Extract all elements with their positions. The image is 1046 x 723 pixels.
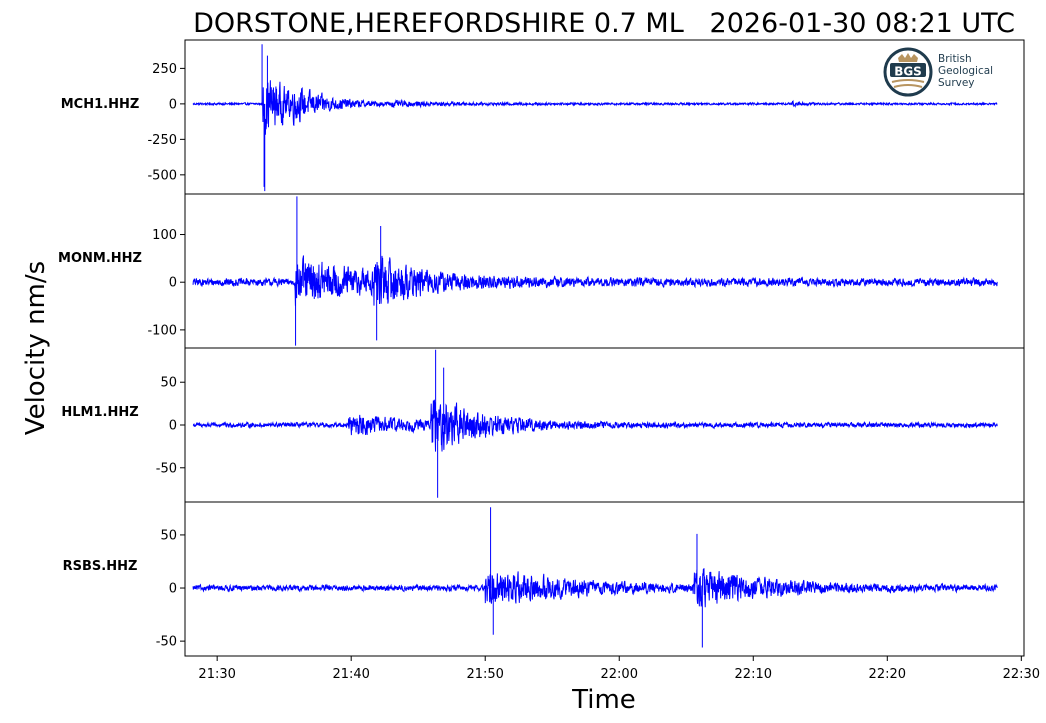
station-label: MCH1.HHZ — [61, 97, 140, 112]
x-tick-label: 22:30 — [1003, 667, 1040, 682]
y-tick-label: -50 — [156, 635, 177, 650]
waveform-rsbs-hhz — [192, 507, 998, 648]
x-tick-label: 21:40 — [332, 667, 369, 682]
y-tick-label: 250 — [152, 62, 177, 77]
waveform-monm-hhz — [192, 196, 998, 346]
x-tick-label: 21:30 — [198, 667, 235, 682]
station-label: MONM.HHZ — [58, 251, 142, 266]
y-tick-label: 50 — [160, 528, 177, 543]
station-label: HLM1.HHZ — [61, 405, 138, 420]
y-tick-label: 50 — [160, 376, 177, 391]
logo-word-british: British — [938, 53, 972, 65]
station-label: RSBS.HHZ — [63, 559, 138, 574]
panel-mch1-hhz: 250 0 -250 -500 MCH1.HHZ — [61, 39, 1025, 195]
x-tick-label: 22:20 — [869, 667, 906, 682]
x-axis: 21:30 21:40 21:50 22:00 22:10 22:20 22:30 — [198, 656, 1040, 682]
y-tick-label: -100 — [147, 323, 177, 338]
x-tick-label: 21:50 — [466, 667, 503, 682]
panel-rsbs-hhz: 50 0 -50 RSBS.HHZ — [63, 501, 1025, 657]
chart-title: DORSTONE,HEREFORDSHIRE 0.7 ML 2026-01-30… — [193, 8, 1015, 39]
y-tick-label: 0 — [169, 276, 177, 291]
panels-layer: 2500-250-500MCH1.HHZ1000-100MONM.HHZ500-… — [58, 39, 1025, 657]
x-tick-label: 22:10 — [735, 667, 772, 682]
waveform-hlm1-hhz — [192, 349, 998, 498]
logo-word-survey: Survey — [938, 77, 975, 89]
x-axis-title: Time — [571, 685, 636, 715]
y-tick-label: -50 — [156, 461, 177, 476]
waveform-mch1-hhz — [192, 44, 998, 192]
bgs-logo: BGS British Geological Survey — [883, 47, 993, 97]
y-tick-label: 0 — [169, 97, 177, 112]
y-tick-label: 0 — [169, 419, 177, 434]
panel-frame — [184, 501, 1025, 657]
y-axis-title: Velocity nm/s — [21, 261, 51, 435]
y-tick-label: -500 — [147, 168, 177, 183]
logo-word-geological: Geological — [938, 65, 993, 77]
panel-hlm1-hhz: 50 0 -50 HLM1.HHZ — [61, 347, 1025, 503]
y-tick-label: 0 — [169, 582, 177, 597]
x-tick-label: 22:00 — [601, 667, 638, 682]
y-tick-label: 100 — [152, 228, 177, 243]
logo-bgs-text: BGS — [894, 65, 922, 79]
y-tick-label: -250 — [147, 133, 177, 148]
panel-monm-hhz: 100 0 -100 MONM.HHZ — [58, 193, 1025, 349]
